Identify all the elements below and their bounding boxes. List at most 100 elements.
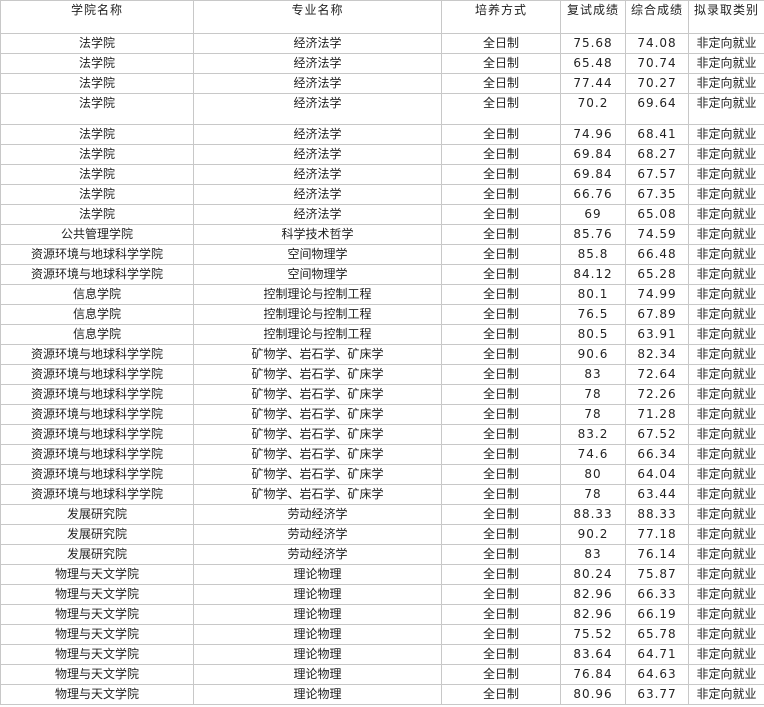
table-cell: 矿物学、岩石学、矿床学	[193, 424, 442, 445]
table-cell: 经济法学	[193, 93, 442, 125]
table-cell: 理论物理	[193, 664, 442, 685]
table-row: 法学院 经济法学 全日制 74.96 68.41 非定向就业	[0, 124, 764, 145]
table-cell: 全日制	[441, 264, 561, 285]
table-cell: 66.48	[625, 244, 689, 265]
table-cell: 矿物学、岩石学、矿床学	[193, 384, 442, 405]
table-cell: 矿物学、岩石学、矿床学	[193, 344, 442, 365]
table-cell: 物理与天文学院	[0, 604, 194, 625]
table-cell: 经济法学	[193, 73, 442, 94]
table-cell: 法学院	[0, 144, 194, 165]
table-cell: 69	[560, 204, 626, 225]
table-cell: 非定向就业	[688, 644, 764, 665]
table-cell: 63.44	[625, 484, 689, 505]
table-cell: 经济法学	[193, 164, 442, 185]
table-cell: 80.5	[560, 324, 626, 345]
table-row: 资源环境与地球科学学院 空间物理学 全日制 85.8 66.48 非定向就业	[0, 244, 764, 265]
table-row: 物理与天文学院 理论物理 全日制 82.96 66.19 非定向就业	[0, 604, 764, 625]
table-cell: 劳动经济学	[193, 504, 442, 525]
table-cell: 82.96	[560, 584, 626, 605]
table-cell: 经济法学	[193, 124, 442, 145]
table-cell: 非定向就业	[688, 324, 764, 345]
table-row: 物理与天文学院 理论物理 全日制 76.84 64.63 非定向就业	[0, 664, 764, 685]
table-cell: 67.35	[625, 184, 689, 205]
table-cell: 资源环境与地球科学学院	[0, 404, 194, 425]
table-row: 物理与天文学院 理论物理 全日制 83.64 64.71 非定向就业	[0, 644, 764, 665]
table-cell: 矿物学、岩石学、矿床学	[193, 484, 442, 505]
table-cell: 非定向就业	[688, 284, 764, 305]
table-cell: 资源环境与地球科学学院	[0, 344, 194, 365]
table-cell: 全日制	[441, 424, 561, 445]
table-row: 发展研究院 劳动经济学 全日制 83 76.14 非定向就业	[0, 544, 764, 565]
table-cell: 65.28	[625, 264, 689, 285]
table-row: 法学院 经济法学 全日制 65.48 70.74 非定向就业	[0, 53, 764, 74]
table-cell: 75.52	[560, 624, 626, 645]
table-row: 物理与天文学院 理论物理 全日制 80.96 63.77 非定向就业	[0, 684, 764, 705]
table-cell: 全日制	[441, 73, 561, 94]
table-cell: 全日制	[441, 144, 561, 165]
table-row: 资源环境与地球科学学院 矿物学、岩石学、矿床学 全日制 78 71.28 非定向就业	[0, 404, 764, 425]
table-cell: 资源环境与地球科学学院	[0, 244, 194, 265]
table-cell: 非定向就业	[688, 604, 764, 625]
table-cell: 88.33	[560, 504, 626, 525]
table-cell: 非定向就业	[688, 544, 764, 565]
table-cell: 资源环境与地球科学学院	[0, 444, 194, 465]
table-cell: 85.8	[560, 244, 626, 265]
table-cell: 非定向就业	[688, 144, 764, 165]
table-row: 资源环境与地球科学学院 矿物学、岩石学、矿床学 全日制 80 64.04 非定向就业	[0, 464, 764, 485]
table-row: 物理与天文学院 理论物理 全日制 80.24 75.87 非定向就业	[0, 564, 764, 585]
table-cell: 非定向就业	[688, 484, 764, 505]
table-cell: 发展研究院	[0, 504, 194, 525]
table-cell: 75.87	[625, 564, 689, 585]
table-cell: 物理与天文学院	[0, 644, 194, 665]
table-cell: 83	[560, 544, 626, 565]
table-cell: 非定向就业	[688, 204, 764, 225]
table-cell: 68.41	[625, 124, 689, 145]
table-cell: 资源环境与地球科学学院	[0, 264, 194, 285]
table-cell: 非定向就业	[688, 664, 764, 685]
table-cell: 理论物理	[193, 604, 442, 625]
table-cell: 76.14	[625, 544, 689, 565]
table-cell: 全日制	[441, 664, 561, 685]
table-cell: 66.19	[625, 604, 689, 625]
table-row: 资源环境与地球科学学院 空间物理学 全日制 84.12 65.28 非定向就业	[0, 264, 764, 285]
table-cell: 全日制	[441, 444, 561, 465]
table-row: 物理与天文学院 理论物理 全日制 75.52 65.78 非定向就业	[0, 624, 764, 645]
table-cell: 矿物学、岩石学、矿床学	[193, 364, 442, 385]
table-cell: 全日制	[441, 404, 561, 425]
table-cell: 资源环境与地球科学学院	[0, 364, 194, 385]
table-cell: 矿物学、岩石学、矿床学	[193, 464, 442, 485]
table-cell: 65.08	[625, 204, 689, 225]
table-cell: 发展研究院	[0, 524, 194, 545]
table-row: 法学院 经济法学 全日制 75.68 74.08 非定向就业	[0, 33, 764, 54]
table-cell: 90.6	[560, 344, 626, 365]
table-cell: 非定向就业	[688, 124, 764, 145]
table-cell: 65.48	[560, 53, 626, 74]
table-cell: 80.1	[560, 284, 626, 305]
table-cell: 非定向就业	[688, 444, 764, 465]
table-cell: 非定向就业	[688, 464, 764, 485]
table-cell: 法学院	[0, 93, 194, 125]
table-cell: 66.33	[625, 584, 689, 605]
table-cell: 控制理论与控制工程	[193, 284, 442, 305]
table-cell: 77.18	[625, 524, 689, 545]
table-cell: 84.12	[560, 264, 626, 285]
table-cell: 物理与天文学院	[0, 564, 194, 585]
table-row: 信息学院 控制理论与控制工程 全日制 80.5 63.91 非定向就业	[0, 324, 764, 345]
table-cell: 全日制	[441, 93, 561, 125]
header-cell: 专业名称	[193, 0, 442, 34]
table-cell: 物理与天文学院	[0, 664, 194, 685]
table-cell: 全日制	[441, 324, 561, 345]
table-cell: 66.34	[625, 444, 689, 465]
table-cell: 法学院	[0, 53, 194, 74]
table-cell: 全日制	[441, 584, 561, 605]
table-cell: 83.64	[560, 644, 626, 665]
table-cell: 69.84	[560, 164, 626, 185]
table-cell: 全日制	[441, 604, 561, 625]
table-cell: 理论物理	[193, 584, 442, 605]
table-cell: 非定向就业	[688, 424, 764, 445]
table-cell: 资源环境与地球科学学院	[0, 464, 194, 485]
table-cell: 全日制	[441, 524, 561, 545]
table-cell: 85.76	[560, 224, 626, 245]
table-cell: 非定向就业	[688, 93, 764, 125]
